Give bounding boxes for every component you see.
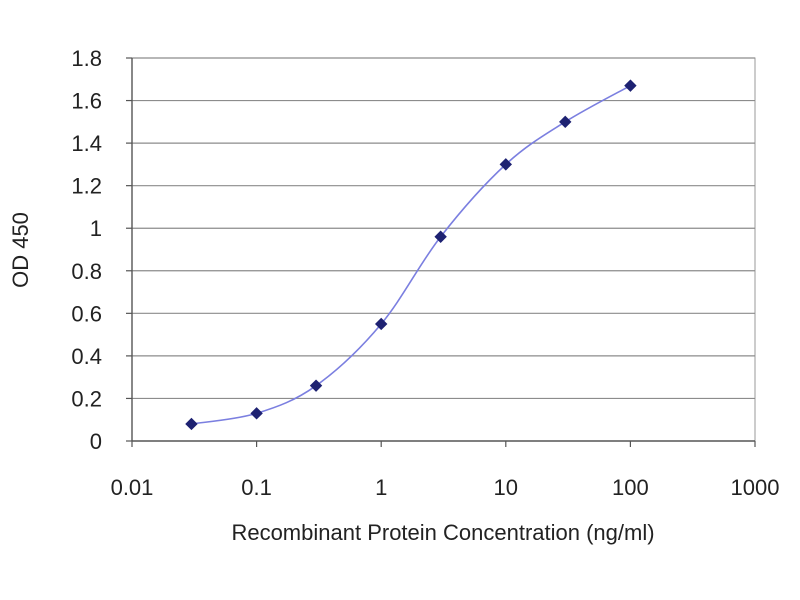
series-line	[191, 84, 631, 425]
y-axis-title: OD 450	[8, 212, 33, 288]
data-point	[624, 79, 637, 92]
data-point	[309, 379, 323, 392]
x-tick-label: 0.01	[111, 475, 154, 500]
y-tick-label: 0.6	[71, 301, 102, 326]
y-tick-label: 1.8	[71, 46, 102, 71]
x-tick-label: 0.1	[241, 475, 272, 500]
x-tick-labels: 0.01 0.1 1 10 100 1000	[111, 475, 780, 500]
x-tick-label: 100	[612, 475, 649, 500]
y-tick-label: 0.2	[71, 386, 102, 411]
data-point	[499, 158, 513, 171]
data-point	[250, 407, 263, 420]
data-point	[559, 115, 572, 129]
x-tick-label: 1	[375, 475, 387, 500]
data-point	[374, 317, 388, 331]
y-tick-labels: 0 0.2 0.4 0.6 0.8 1 1.2 1.4 1.6 1.8	[71, 46, 102, 454]
y-tick-label: 1.6	[71, 89, 102, 114]
data-point	[185, 417, 198, 431]
data-point	[434, 230, 447, 243]
grid-lines	[131, 57, 756, 442]
y-tick-label: 0	[90, 429, 102, 454]
y-tick-label: 0.4	[71, 344, 102, 369]
plot-area	[131, 57, 756, 442]
y-tick-label: 1.4	[71, 131, 102, 156]
axes	[126, 57, 756, 447]
y-tick-label: 0.8	[71, 259, 102, 284]
x-tick-label: 10	[494, 475, 518, 500]
y-tick-label: 1.2	[71, 174, 102, 199]
x-axis-title: Recombinant Protein Concentration (ng/ml…	[231, 520, 654, 545]
y-tick-label: 1	[90, 216, 102, 241]
x-tick-label: 1000	[731, 475, 780, 500]
series-layer	[185, 79, 637, 431]
